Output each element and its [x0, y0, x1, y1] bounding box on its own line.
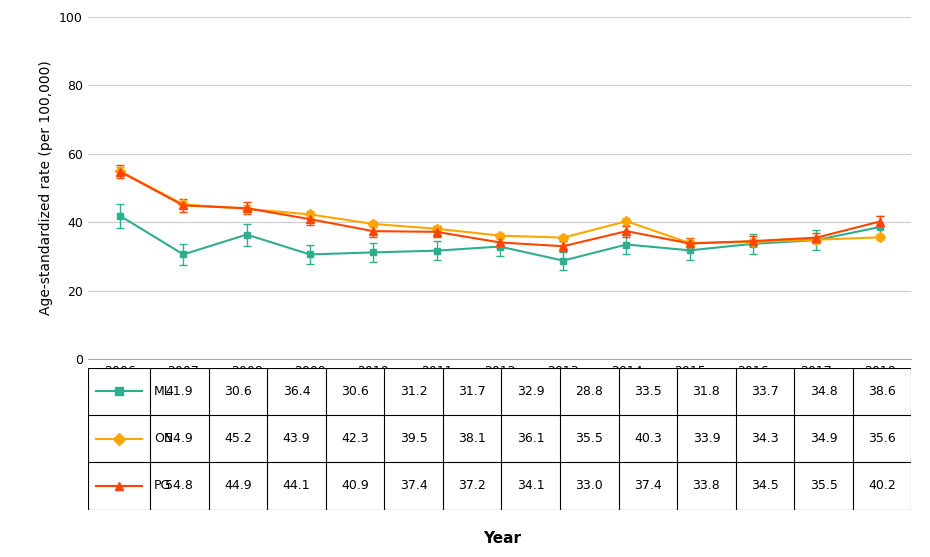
Text: 34.5: 34.5 — [751, 480, 778, 492]
Text: 40.9: 40.9 — [341, 480, 369, 492]
FancyBboxPatch shape — [88, 368, 911, 510]
Text: 34.3: 34.3 — [751, 432, 778, 445]
Text: 40.3: 40.3 — [634, 432, 662, 445]
Text: 45.2: 45.2 — [224, 432, 252, 445]
Text: 44.1: 44.1 — [283, 480, 311, 492]
Text: 31.7: 31.7 — [458, 385, 486, 398]
Text: 33.8: 33.8 — [693, 480, 721, 492]
Text: PG: PG — [154, 480, 171, 492]
Text: Year: Year — [484, 531, 521, 546]
Text: 28.8: 28.8 — [576, 385, 604, 398]
Text: 36.1: 36.1 — [517, 432, 545, 445]
Text: ML: ML — [154, 385, 172, 398]
Text: ON: ON — [154, 432, 173, 445]
Text: 38.6: 38.6 — [869, 385, 896, 398]
Y-axis label: Age-standardized rate (per 100,000): Age-standardized rate (per 100,000) — [39, 61, 53, 315]
Text: 33.0: 33.0 — [576, 480, 604, 492]
Text: 33.9: 33.9 — [693, 432, 720, 445]
Text: 36.4: 36.4 — [283, 385, 311, 398]
Text: 41.9: 41.9 — [166, 385, 193, 398]
Text: 40.2: 40.2 — [869, 480, 896, 492]
Text: 37.2: 37.2 — [458, 480, 486, 492]
Text: 30.6: 30.6 — [224, 385, 252, 398]
Text: 30.6: 30.6 — [341, 385, 369, 398]
Text: 35.5: 35.5 — [576, 432, 604, 445]
Text: 37.4: 37.4 — [400, 480, 428, 492]
Text: 42.3: 42.3 — [341, 432, 369, 445]
Text: 35.5: 35.5 — [810, 480, 838, 492]
Text: 31.2: 31.2 — [400, 385, 428, 398]
Text: 33.5: 33.5 — [634, 385, 662, 398]
Text: 54.9: 54.9 — [166, 432, 193, 445]
Text: 39.5: 39.5 — [400, 432, 428, 445]
Text: 32.9: 32.9 — [517, 385, 545, 398]
Text: 33.7: 33.7 — [751, 385, 778, 398]
Text: 44.9: 44.9 — [224, 480, 252, 492]
Text: 34.8: 34.8 — [810, 385, 837, 398]
Text: 31.8: 31.8 — [693, 385, 721, 398]
Text: 43.9: 43.9 — [283, 432, 311, 445]
Text: 35.6: 35.6 — [869, 432, 896, 445]
Text: 37.4: 37.4 — [634, 480, 662, 492]
Text: 54.8: 54.8 — [166, 480, 193, 492]
Text: 38.1: 38.1 — [458, 432, 486, 445]
Text: 34.1: 34.1 — [517, 480, 545, 492]
Text: 34.9: 34.9 — [810, 432, 837, 445]
